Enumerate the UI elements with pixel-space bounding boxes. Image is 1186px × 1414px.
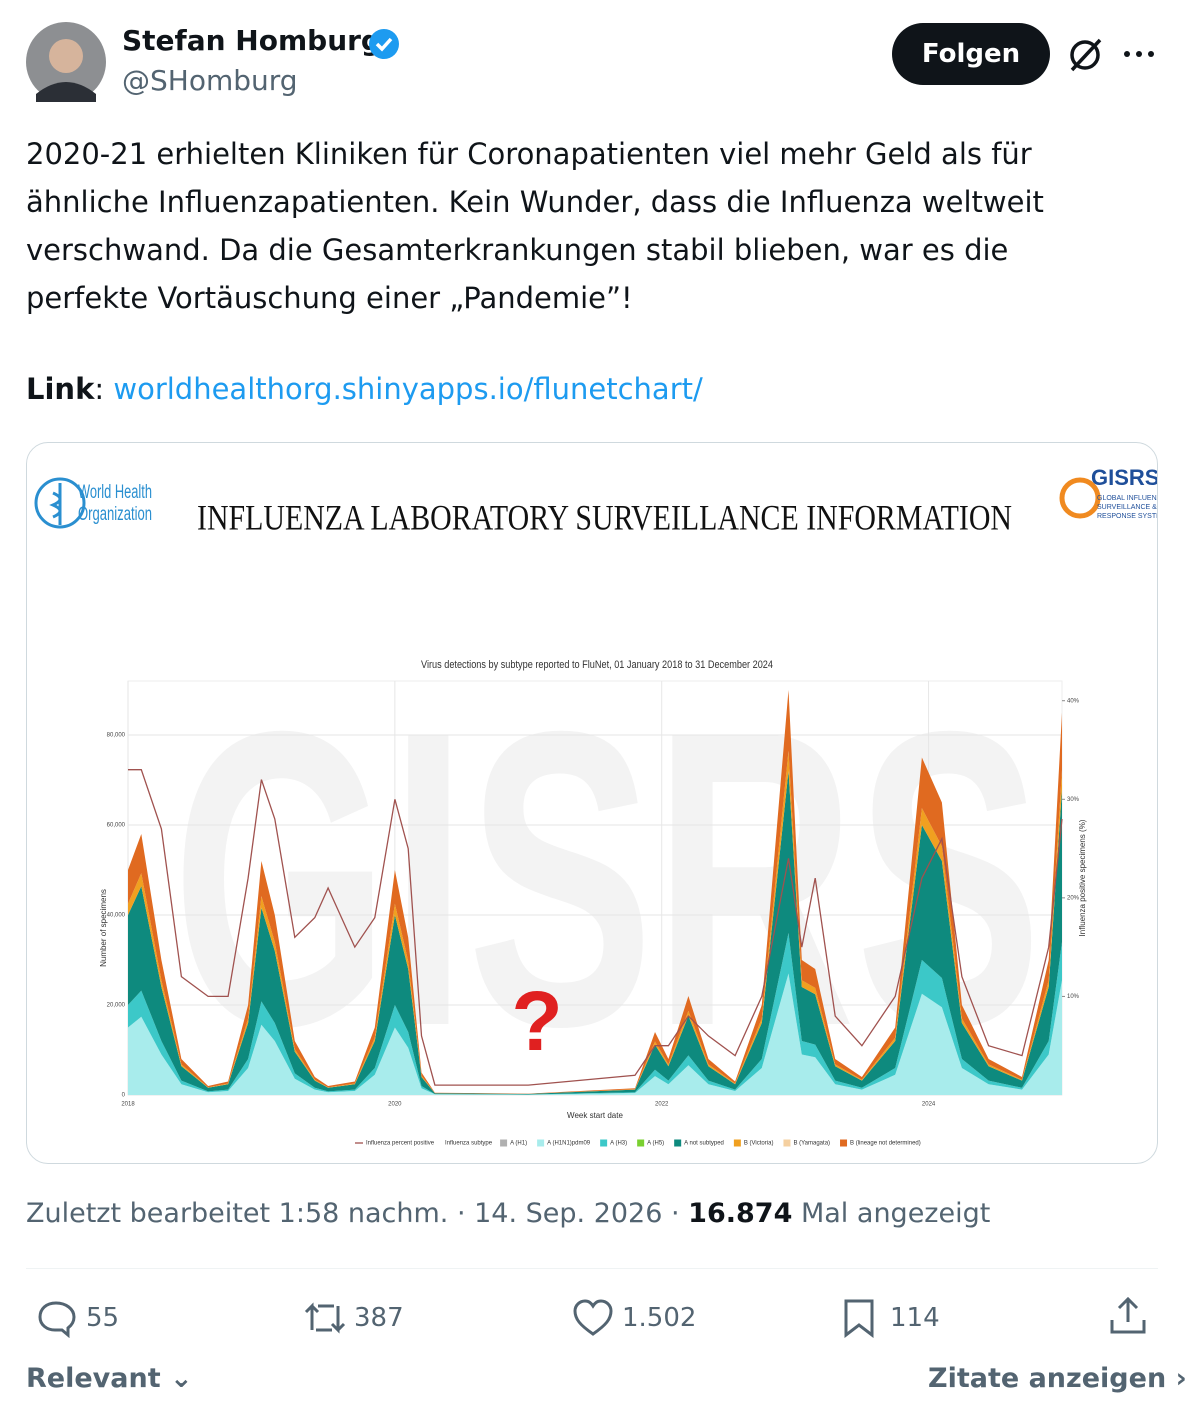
legend-swatch [537,1139,545,1147]
banner-title: INFLUENZA LABORATORY SURVEILLANCE INFORM… [197,497,1012,537]
gisrs-logo-text: GISRS [1091,465,1157,490]
edited-time[interactable]: Zuletzt bearbeitet 1:58 nachm. · 14. Sep… [26,1198,680,1229]
sort-label: Relevant [26,1363,161,1394]
legend-label: A (H5) [647,1141,664,1147]
legend-swatch [637,1139,645,1147]
who-emblem-staff [49,483,62,525]
y-axis-label: Number of specimens [99,889,108,967]
gisrs-emblem [1059,477,1101,519]
quotes-label: Zitate anzeigen [928,1363,1167,1394]
y-tick-label: 20,000 [107,1003,126,1009]
text-line: 2020-21 erhielten Kliniken für Coronapat… [26,137,1032,171]
link-url[interactable]: worldhealthorg.shinyapps.io/flunetchart/ [113,372,703,406]
y2-tick-label: 20% [1067,895,1080,901]
gisrs-sub-text: RESPONSE SYSTEM [1097,513,1157,520]
who-emblem [34,477,86,529]
legend-swatch [733,1139,741,1147]
author-name[interactable]: Stefan Homburg [122,24,381,57]
media-card[interactable]: GISRS World Health Organization GISRS GLOBAL… [26,442,1158,1164]
legend-swatch [600,1139,608,1147]
bookmark-icon[interactable] [842,1298,878,1338]
follow-button[interactable]: Folgen [892,23,1050,85]
legend-label: A (H1N1)pdm09 [547,1141,591,1147]
legend-swatch [783,1139,791,1147]
view-count: 16.874 [688,1198,793,1229]
y2-axis-label: Influenza positive specimens (%) [1078,819,1087,936]
x-tick-label: 2018 [121,1102,135,1108]
legend-label: A (H3) [610,1141,627,1147]
text-line: verschwand. Da die Gesamterkrankungen st… [26,233,1009,267]
link-label: Link [26,372,95,406]
annotation: ? [511,974,562,1068]
y2-tick-label: 40% [1067,698,1080,704]
verified-badge [369,29,399,59]
x-tick-label: 2020 [388,1102,402,1108]
text-line: ähnliche Influenzapatienten. Kein Wunder… [26,185,1044,219]
y-tick-label: 80,000 [107,733,126,739]
legend-swatch [500,1139,508,1147]
legend-label: A (H1) [510,1141,527,1147]
sort-menu[interactable]: Relevant ⌄ [26,1363,193,1394]
gisrs-sub-text: SURVEILLANCE & [1097,504,1157,511]
x-tick-label: 2024 [922,1102,936,1108]
legend-label: A not subtyped [684,1141,724,1147]
views-label: Mal angezeigt [800,1198,991,1229]
legend-swatch [840,1139,848,1147]
repost-icon[interactable] [302,1298,348,1338]
area [128,771,1062,1095]
x-tick-label: 2022 [655,1102,669,1108]
x-axis-label: Week start date [567,1111,623,1120]
gisrs-sub-text: GLOBAL INFLUENZA [1097,495,1157,502]
reply-icon[interactable] [36,1298,76,1338]
quotes-link[interactable]: Zitate anzeigen › [928,1363,1186,1394]
tweet-text: 2020-21 erhielten Kliniken für Coronapat… [26,130,1044,322]
like-icon[interactable] [572,1298,614,1338]
share-icon[interactable] [1108,1296,1148,1336]
text-line: perfekte Vortäuschung einer „Pandemie”! [26,281,633,315]
divider [26,1268,1158,1269]
y2-tick-label: 10% [1067,994,1080,1000]
more-icon[interactable] [1122,44,1158,64]
meta-line: Zuletzt bearbeitet 1:58 nachm. · 14. Sep… [26,1198,990,1229]
repost-count: 387 [354,1303,404,1333]
avatar[interactable] [26,22,106,102]
like-count: 1.502 [622,1303,697,1333]
percent-line [128,769,1063,1086]
who-logo-text: Organization [78,504,152,525]
link-line: Link: worldhealthorg.shinyapps.io/flunet… [26,372,703,406]
legend-label: Influenza percent positive [366,1141,435,1147]
area [128,973,1062,1095]
legend-swatch [674,1139,682,1147]
who-logo-text: World Health [78,482,152,503]
legend-label: B (lineage not determined) [850,1141,921,1147]
grok-icon[interactable] [1066,36,1106,76]
y2-tick-label: 30% [1067,797,1080,803]
author-handle[interactable]: @SHomburg [122,64,298,97]
legend-title: Influenza subtype [445,1141,493,1147]
y-tick-label: 40,000 [107,913,126,919]
y-tick-label: 60,000 [107,823,126,829]
legend-label: B (Yamagata) [793,1141,830,1147]
chart-title: Virus detections by subtype reported to … [421,659,773,671]
bookmark-count: 114 [890,1303,940,1333]
legend-label: B (Victoria) [744,1141,774,1147]
y-tick-label: 0 [122,1093,126,1099]
reply-count: 55 [86,1303,120,1333]
